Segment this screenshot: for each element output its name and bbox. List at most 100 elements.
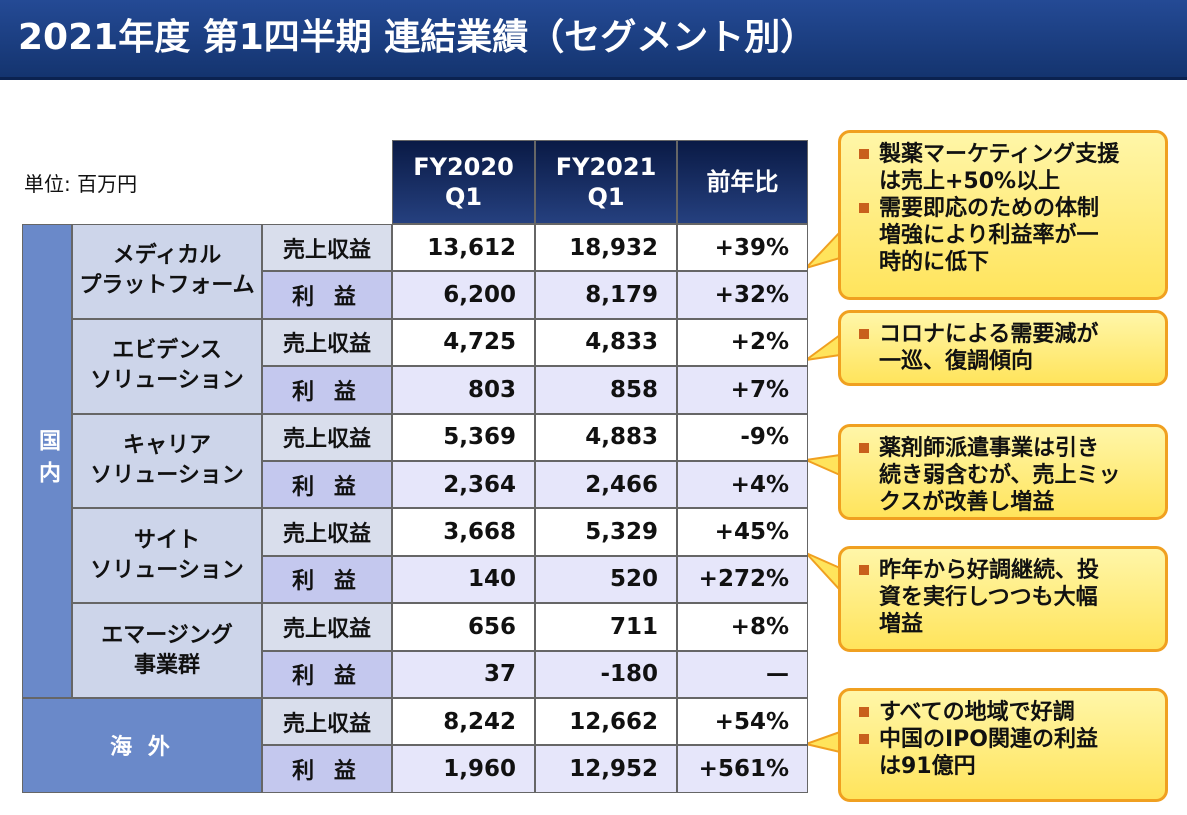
item-line: は91億円 xyxy=(879,754,976,779)
item-text: すべての地域で好調 xyxy=(879,699,1075,726)
value-text: 1,960 xyxy=(443,756,516,783)
value-text: 4,883 xyxy=(585,424,658,451)
value-text: 2,466 xyxy=(585,471,658,498)
metric-text: 利 益 xyxy=(292,569,362,595)
item-line: 中国のIPO関連の利益 xyxy=(879,727,1099,752)
header-line: Q1 xyxy=(444,183,483,211)
callout-item: 需要即応のための体制 増強により利益率が一 時的に低下 xyxy=(853,195,1155,276)
item-line: 昨年から好調継続、投 xyxy=(879,558,1100,583)
value-cell: +561% xyxy=(677,745,808,793)
value-cell: 13,612 xyxy=(392,224,535,272)
metric-text: 売上収益 xyxy=(282,616,371,642)
segment-line: エビデンス xyxy=(112,338,222,364)
domestic-label: 国内 xyxy=(22,224,72,698)
value-text: 4,833 xyxy=(585,329,658,356)
callout-item: 薬剤師派遣事業は引き 続き弱含むが、売上ミッ クスが改善し増益 xyxy=(853,435,1155,516)
segment-name: キャリア ソリューション xyxy=(72,413,262,509)
value-cell: 4,883 xyxy=(535,413,677,461)
value-cell: +2% xyxy=(677,318,808,367)
value-text: 140 xyxy=(467,566,516,593)
item-text: 薬剤師派遣事業は引き 続き弱含むが、売上ミッ クスが改善し増益 xyxy=(879,435,1121,516)
callout-item: コロナによる需要減が 一巡、復調傾向 xyxy=(853,321,1155,375)
callout-item: すべての地域で好調 xyxy=(853,699,1155,726)
bullet xyxy=(859,149,869,159)
value-cell: 8,242 xyxy=(392,698,535,746)
value-cell: +4% xyxy=(677,461,808,509)
value-text: +39% xyxy=(714,234,789,261)
segment-line: メディカル xyxy=(112,243,222,269)
metric-label: 利 益 xyxy=(262,745,392,793)
item-line: 増益 xyxy=(879,612,924,637)
value-cell: 140 xyxy=(392,555,535,604)
segment-name: エビデンス ソリューション xyxy=(72,318,262,414)
item-text: 昨年から好調継続、投 資を実行しつつも大幅 増益 xyxy=(879,557,1099,638)
value-text: 8,179 xyxy=(585,282,658,309)
metric-text: 売上収益 xyxy=(282,237,371,263)
value-text: 12,952 xyxy=(569,756,658,783)
value-cell: 5,329 xyxy=(535,508,677,556)
item-text: コロナによる需要減が 一巡、復調傾向 xyxy=(879,321,1098,375)
value-text: +7% xyxy=(730,376,789,403)
value-text: -9% xyxy=(740,424,789,451)
segment-line: エマージング xyxy=(101,622,233,648)
item-line: 製薬マーケティング支援 xyxy=(879,142,1120,167)
item-line: 増強により利益率が一 xyxy=(879,223,1099,248)
callout: 昨年から好調継続、投 資を実行しつつも大幅 増益 xyxy=(838,546,1168,652)
value-cell: 4,833 xyxy=(535,318,677,367)
metric-label: 売上収益 xyxy=(262,224,392,272)
value-cell: 2,364 xyxy=(392,461,535,509)
value-cell: 858 xyxy=(535,366,677,414)
value-cell: +45% xyxy=(677,508,808,556)
value-text: 2,364 xyxy=(443,471,516,498)
value-cell: — xyxy=(677,650,808,698)
value-cell: 5,369 xyxy=(392,413,535,461)
metric-label: 利 益 xyxy=(262,650,392,698)
value-text: 4,725 xyxy=(443,329,516,356)
metric-text: 売上収益 xyxy=(282,522,371,548)
segment-line: プラットフォーム xyxy=(79,273,255,299)
value-text: — xyxy=(766,661,789,688)
metric-text: 売上収益 xyxy=(282,711,371,737)
item-line: は売上+50%以上 xyxy=(879,169,1061,194)
header-line: 前年比 xyxy=(706,168,779,196)
overseas-text: 海 外 xyxy=(110,735,174,761)
bullet xyxy=(859,734,869,744)
metric-label: 利 益 xyxy=(262,555,392,604)
value-text: 18,932 xyxy=(569,234,658,261)
value-cell: +8% xyxy=(677,603,808,651)
metric-label: 売上収益 xyxy=(262,413,392,461)
metric-text: 売上収益 xyxy=(282,332,371,358)
pointer xyxy=(805,552,841,593)
value-text: +45% xyxy=(714,519,789,546)
value-cell: 6,200 xyxy=(392,271,535,319)
value-cell: 711 xyxy=(535,603,677,651)
value-cell: +54% xyxy=(677,698,808,746)
unit-label: 単位: 百万円 xyxy=(24,172,138,196)
value-text: +272% xyxy=(698,566,789,593)
value-cell: -9% xyxy=(677,413,808,461)
callout-item: 製薬マーケティング支援 は売上+50%以上 xyxy=(853,141,1155,195)
callout: 薬剤師派遣事業は引き 続き弱含むが、売上ミッ クスが改善し増益 xyxy=(838,424,1168,520)
value-text: +4% xyxy=(730,471,789,498)
value-cell: 12,952 xyxy=(535,745,677,793)
value-text: +2% xyxy=(730,329,789,356)
header-bar xyxy=(0,0,1187,80)
value-text: 6,200 xyxy=(443,282,516,309)
segment-line: キャリア xyxy=(122,432,211,458)
value-cell: +7% xyxy=(677,366,808,414)
value-text: 37 xyxy=(483,661,516,688)
column-header: 前年比 xyxy=(677,140,808,224)
callout-item: 昨年から好調継続、投 資を実行しつつも大幅 増益 xyxy=(853,557,1155,638)
pointer xyxy=(802,229,841,271)
metric-label: 利 益 xyxy=(262,366,392,414)
metric-label: 売上収益 xyxy=(262,318,392,367)
value-cell: -180 xyxy=(535,650,677,698)
item-text: 製薬マーケティング支援 は売上+50%以上 xyxy=(879,141,1119,195)
value-text: 803 xyxy=(467,376,516,403)
value-cell: +32% xyxy=(677,271,808,319)
value-cell: +39% xyxy=(677,224,808,272)
metric-text: 利 益 xyxy=(292,474,362,500)
value-cell: 1,960 xyxy=(392,745,535,793)
value-text: 5,329 xyxy=(585,519,658,546)
